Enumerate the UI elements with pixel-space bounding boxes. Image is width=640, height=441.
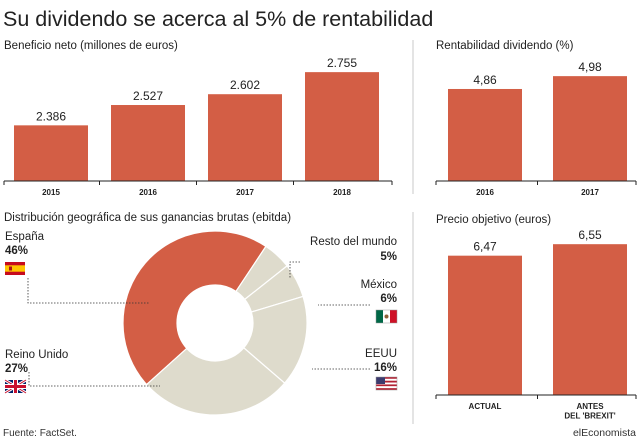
value-resto-del-mundo: 5% (380, 251, 397, 263)
net-profit-value-label: 2.527 (133, 89, 163, 103)
leader-espana (27, 278, 150, 304)
spain-flag-yellow (5, 265, 25, 272)
target-price-category-label: ANTES (576, 402, 604, 411)
usa-flag-stripe (376, 378, 397, 381)
target-price-value-label: 6,55 (578, 228, 602, 242)
value-eeuu: 16% (374, 362, 397, 374)
usa-flag-stripe (376, 384, 397, 387)
source-note: Fuente: FactSet. (3, 428, 77, 439)
target-price-category-label: ACTUAL (469, 402, 502, 411)
dividend-yield-value-label: 4,98 (578, 60, 602, 74)
target-price-title: Precio objetivo (euros) (436, 214, 551, 226)
brand-logo: elEconomista (573, 427, 636, 439)
value-reino-unido: 27% (5, 363, 28, 375)
usa-flag-stripe (376, 388, 397, 390)
target-price-bar (448, 255, 522, 395)
value-mexico: 6% (380, 293, 397, 305)
label-eeuu: EEUU (365, 348, 397, 360)
net-profit-value-label: 2.602 (230, 78, 260, 92)
net-profit-bar (111, 105, 185, 181)
dividend-yield-title: Rentabilidad dividendo (%) (436, 40, 574, 52)
mexico-flag-border (375, 309, 398, 324)
mexico-flag-emblem (384, 314, 389, 319)
uk-flag-cross-h-red (5, 385, 26, 388)
net-profit-bar (208, 94, 282, 181)
leader-resto (289, 261, 300, 278)
target-price-category-label: DEL 'BREXIT' (564, 412, 615, 421)
spain-flag-icon (5, 262, 25, 275)
pie-slice-reino-unido (145, 346, 286, 416)
dividend-yield-category-label: 2016 (476, 188, 494, 197)
dividend-yield-category-label: 2017 (581, 188, 599, 197)
mexico-flag-green (376, 310, 383, 323)
net-profit-category-label: 2016 (139, 188, 157, 197)
net-profit-category-label: 2015 (42, 188, 60, 197)
usa-flag-canton (376, 377, 385, 384)
mexico-flag-icon (375, 309, 398, 324)
pie-slice-españa (122, 230, 267, 386)
net-profit-title: Beneficio neto (millones de euros) (4, 40, 178, 52)
net-profit-bar (14, 125, 88, 181)
net-profit-value-label: 2.386 (36, 109, 66, 123)
dividend-yield-bar (448, 88, 522, 181)
pie-title: Distribución geográfica de sus ganancias… (4, 212, 291, 224)
label-espana: España (5, 231, 45, 243)
net-profit-bar (305, 72, 379, 181)
net-profit-category-label: 2017 (236, 188, 254, 197)
net-profit-value-label: 2.755 (327, 56, 357, 70)
main-title: Su dividendo se acerca al 5% de rentabil… (3, 7, 433, 31)
usa-flag-stripe (376, 380, 397, 383)
label-resto-del-mundo: Resto del mundo (310, 236, 397, 248)
value-espana: 46% (5, 245, 28, 257)
spain-flag-shield (9, 266, 12, 271)
label-mexico: México (361, 279, 397, 291)
usa-flag-stripe (376, 382, 397, 385)
uk-flag-icon (4, 378, 27, 395)
label-reino-unido: Reino Unido (5, 349, 68, 361)
usa-flag-icon (375, 376, 398, 391)
dividend-yield-bar (553, 76, 627, 181)
mexico-flag-red (390, 310, 397, 323)
target-price-bar (553, 244, 627, 395)
target-price-value-label: 6,47 (473, 240, 497, 254)
dividend-yield-value-label: 4,86 (473, 73, 497, 87)
net-profit-category-label: 2018 (333, 188, 351, 197)
usa-flag-stripe (376, 377, 397, 379)
usa-flag-stripe (376, 386, 397, 389)
usa-flag-border (375, 376, 398, 391)
